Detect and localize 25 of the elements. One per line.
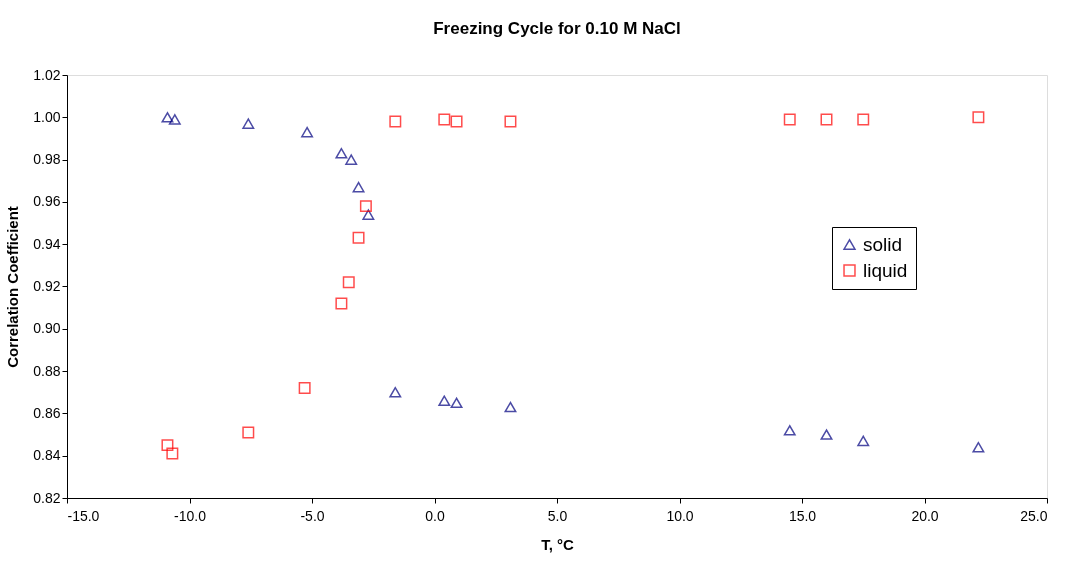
y-tick-label: 0.96 <box>33 193 61 210</box>
x-axis-title: T, °C <box>541 535 574 553</box>
x-tick-label: 0.0 <box>425 507 445 524</box>
y-tick-label: 0.88 <box>33 362 61 379</box>
y-tick-label: 1.00 <box>33 108 61 125</box>
legend-label: liquid <box>863 259 908 281</box>
y-tick-label: 1.02 <box>33 66 61 83</box>
y-tick-label: 0.98 <box>33 151 61 168</box>
legend-label: solid <box>863 233 903 255</box>
y-tick-label: 0.94 <box>33 235 61 252</box>
chart-title: Freezing Cycle for 0.10 M NaCl <box>433 19 681 38</box>
x-tick-label: 25.0 <box>1020 507 1048 524</box>
x-tick-label: 15.0 <box>788 507 817 524</box>
y-axis-title: Correlation Coefficient <box>4 206 22 368</box>
x-tick-label: -5.0 <box>300 507 325 524</box>
y-tick-label: 0.92 <box>33 278 61 294</box>
x-tick-label: -15.0 <box>67 507 100 524</box>
y-tick-label: 0.82 <box>33 489 61 506</box>
x-tick-label: -10.0 <box>174 507 207 524</box>
x-tick-label: 10.0 <box>666 507 694 524</box>
y-tick-label: 0.86 <box>33 404 61 421</box>
y-tick-label: 0.90 <box>33 320 61 337</box>
x-tick-label: 20.0 <box>911 507 939 524</box>
y-tick-label: 0.84 <box>33 447 61 464</box>
x-tick-label: 5.0 <box>547 507 568 524</box>
